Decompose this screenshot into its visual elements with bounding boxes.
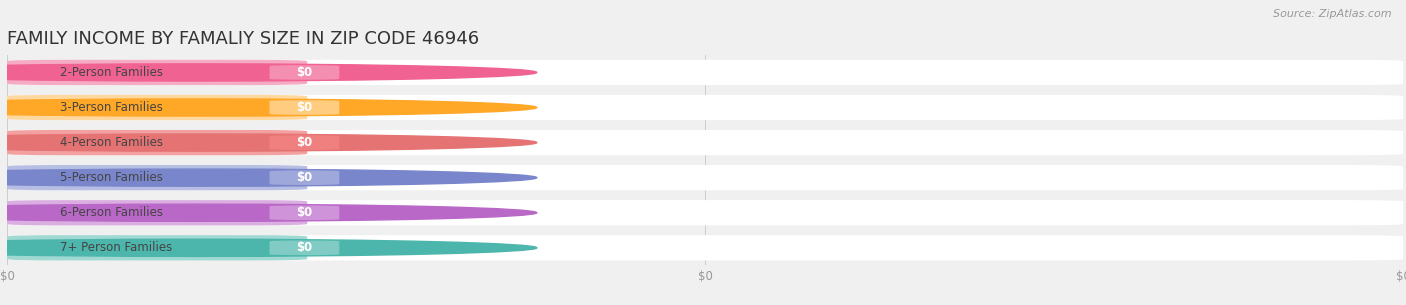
Text: 2-Person Families: 2-Person Families bbox=[60, 66, 163, 79]
Text: 4-Person Families: 4-Person Families bbox=[60, 136, 163, 149]
Text: FAMILY INCOME BY FAMALIY SIZE IN ZIP CODE 46946: FAMILY INCOME BY FAMALIY SIZE IN ZIP COD… bbox=[7, 30, 479, 48]
Text: 7+ Person Families: 7+ Person Families bbox=[60, 241, 173, 254]
Text: 5-Person Families: 5-Person Families bbox=[60, 171, 163, 184]
FancyBboxPatch shape bbox=[7, 130, 1403, 155]
FancyBboxPatch shape bbox=[7, 235, 307, 260]
Circle shape bbox=[0, 169, 537, 186]
Text: 3-Person Families: 3-Person Families bbox=[60, 101, 163, 114]
FancyBboxPatch shape bbox=[7, 200, 307, 225]
FancyBboxPatch shape bbox=[7, 95, 307, 120]
Circle shape bbox=[0, 64, 537, 81]
Text: $0: $0 bbox=[297, 206, 312, 219]
FancyBboxPatch shape bbox=[7, 60, 307, 85]
FancyBboxPatch shape bbox=[270, 240, 339, 255]
Circle shape bbox=[0, 99, 537, 116]
FancyBboxPatch shape bbox=[7, 200, 1403, 225]
Text: $0: $0 bbox=[297, 66, 312, 79]
FancyBboxPatch shape bbox=[7, 235, 1403, 260]
FancyBboxPatch shape bbox=[7, 95, 1403, 120]
Text: 6-Person Families: 6-Person Families bbox=[60, 206, 163, 219]
FancyBboxPatch shape bbox=[7, 130, 307, 155]
FancyBboxPatch shape bbox=[270, 205, 339, 220]
FancyBboxPatch shape bbox=[270, 65, 339, 80]
FancyBboxPatch shape bbox=[270, 100, 339, 115]
Text: $0: $0 bbox=[297, 241, 312, 254]
Text: Source: ZipAtlas.com: Source: ZipAtlas.com bbox=[1274, 9, 1392, 19]
Text: $0: $0 bbox=[297, 136, 312, 149]
Text: $0: $0 bbox=[297, 171, 312, 184]
FancyBboxPatch shape bbox=[7, 165, 1403, 190]
Circle shape bbox=[0, 204, 537, 221]
Circle shape bbox=[0, 239, 537, 257]
FancyBboxPatch shape bbox=[7, 165, 307, 190]
FancyBboxPatch shape bbox=[7, 60, 1403, 85]
Circle shape bbox=[0, 134, 537, 151]
FancyBboxPatch shape bbox=[270, 170, 339, 185]
FancyBboxPatch shape bbox=[270, 135, 339, 150]
Text: $0: $0 bbox=[297, 101, 312, 114]
